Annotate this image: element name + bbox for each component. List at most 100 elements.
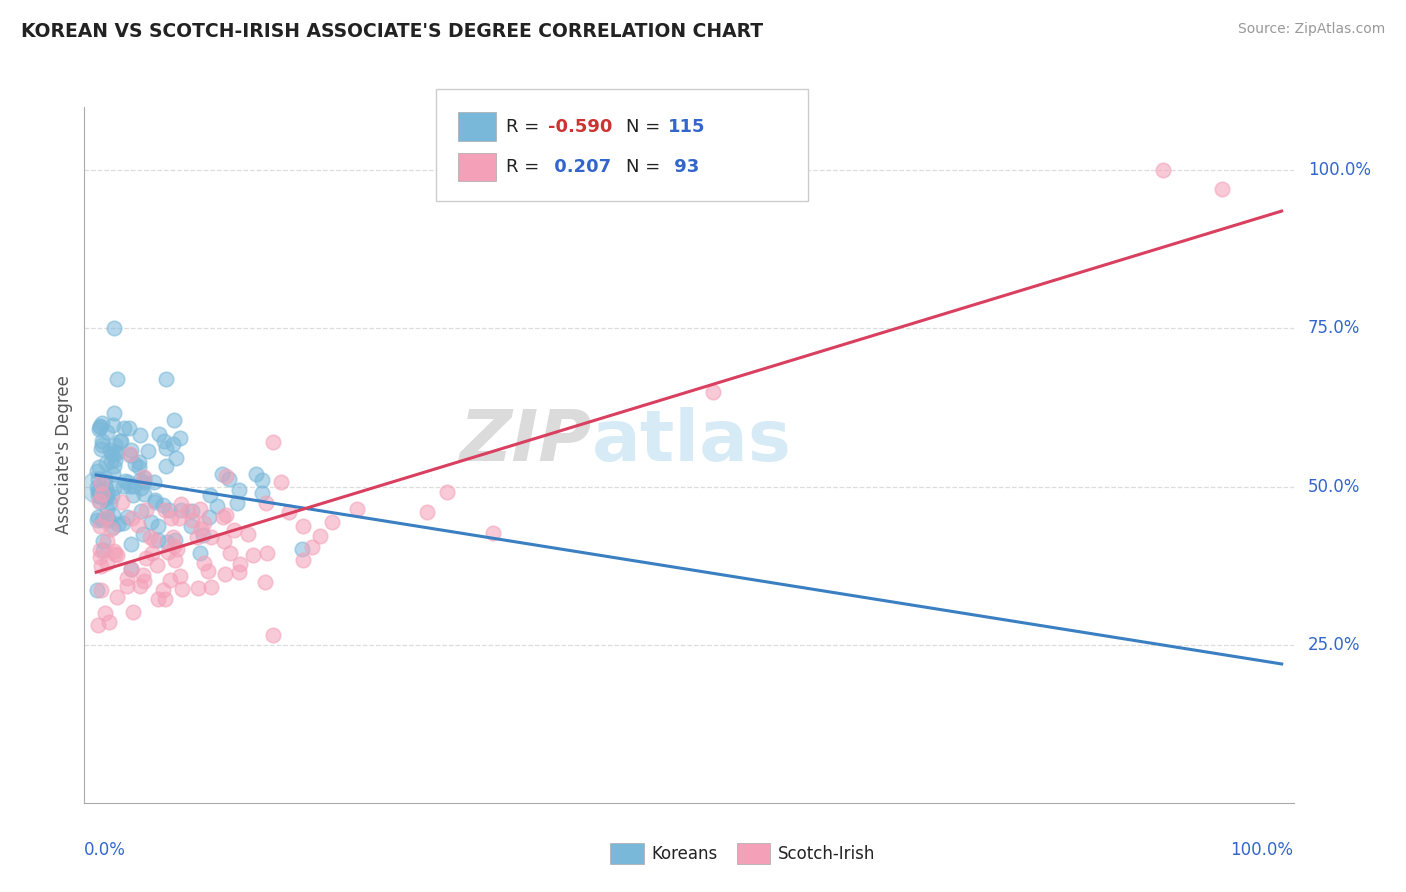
Point — [117, 475, 139, 489]
Point — [101, 489, 124, 503]
Point — [129, 579, 152, 593]
Point — [89, 543, 111, 558]
Text: 50.0%: 50.0% — [1308, 477, 1361, 496]
Point — [702, 384, 724, 399]
Point — [270, 475, 292, 489]
Point — [120, 442, 142, 457]
Point — [87, 494, 110, 508]
Point — [90, 434, 112, 448]
Point — [167, 510, 190, 524]
Point — [127, 517, 149, 532]
Point — [120, 478, 142, 492]
Point — [262, 628, 284, 642]
Point — [94, 606, 117, 620]
Point — [252, 485, 274, 500]
Point — [219, 546, 242, 560]
Point — [90, 487, 112, 501]
Point — [87, 617, 110, 632]
Point — [169, 569, 191, 583]
Point — [90, 490, 112, 504]
Point — [254, 496, 277, 510]
Point — [135, 502, 157, 516]
Point — [86, 479, 108, 493]
Point — [139, 515, 162, 529]
Point — [163, 533, 186, 547]
Point — [104, 437, 127, 451]
Point — [146, 592, 169, 607]
Point — [89, 419, 111, 434]
Point — [90, 476, 112, 491]
Point — [146, 533, 169, 548]
Point — [104, 444, 127, 458]
Point — [186, 530, 208, 544]
Point — [146, 558, 169, 573]
Point — [254, 575, 277, 590]
Point — [180, 513, 202, 527]
Point — [122, 488, 145, 502]
Point — [129, 504, 152, 518]
Point — [103, 321, 125, 335]
Point — [190, 522, 212, 536]
Point — [86, 479, 108, 493]
Point — [110, 434, 132, 449]
Point — [346, 501, 368, 516]
Point — [86, 513, 108, 527]
Point — [111, 479, 134, 493]
Point — [212, 534, 235, 549]
Point — [94, 509, 117, 524]
Point — [94, 456, 117, 470]
Point — [121, 562, 143, 576]
Point — [212, 509, 235, 524]
Point — [91, 543, 114, 558]
Point — [87, 472, 110, 486]
Point — [170, 496, 193, 510]
Point — [172, 582, 194, 596]
Point — [87, 488, 110, 502]
Point — [120, 562, 142, 576]
Point — [89, 549, 111, 564]
Point — [250, 473, 273, 487]
Text: N =: N = — [626, 118, 665, 136]
Point — [179, 519, 201, 533]
Point — [155, 458, 177, 473]
Point — [292, 552, 315, 566]
Point — [153, 434, 176, 449]
Point — [152, 583, 174, 598]
Point — [156, 534, 179, 549]
Point — [256, 546, 278, 560]
Point — [228, 483, 250, 497]
Point — [152, 498, 174, 512]
Text: 75.0%: 75.0% — [1308, 319, 1361, 337]
Point — [87, 484, 110, 499]
Point — [103, 544, 125, 558]
Point — [128, 427, 150, 442]
Point — [1211, 182, 1233, 196]
Point — [278, 505, 301, 519]
Point — [155, 372, 177, 386]
Point — [262, 434, 284, 449]
Point — [86, 582, 108, 597]
Point — [228, 565, 250, 579]
Point — [215, 469, 238, 483]
Point — [309, 529, 332, 543]
Point — [91, 438, 114, 452]
Point — [93, 471, 115, 485]
Point — [160, 511, 183, 525]
Point — [122, 605, 145, 619]
Point — [148, 518, 170, 533]
Point — [94, 482, 117, 496]
Point — [188, 502, 211, 516]
Point — [89, 495, 111, 509]
Point — [166, 542, 188, 557]
Point — [89, 421, 111, 435]
Point — [94, 491, 117, 506]
Point — [157, 544, 180, 558]
Point — [122, 479, 145, 493]
Point — [191, 528, 214, 542]
Text: -0.590: -0.590 — [548, 118, 613, 136]
Point — [205, 499, 228, 513]
Point — [118, 447, 141, 461]
Point — [224, 524, 246, 538]
Point — [90, 558, 112, 573]
Point — [155, 442, 177, 456]
